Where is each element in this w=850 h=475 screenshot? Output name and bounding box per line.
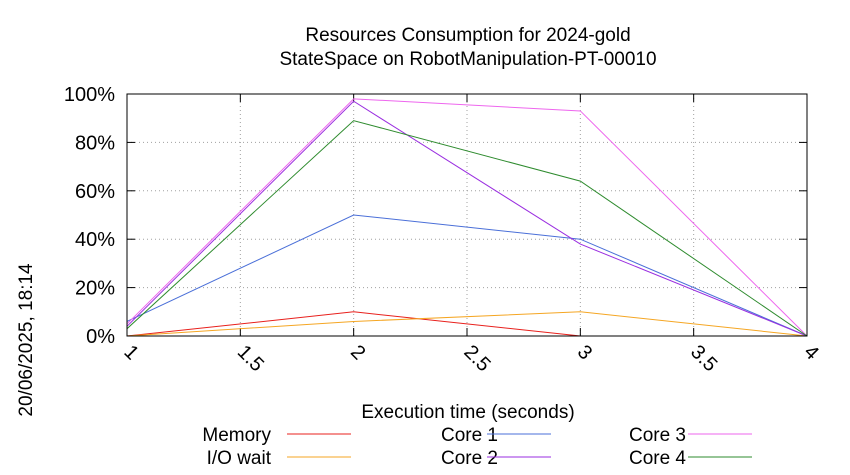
x-tick-label: 1	[119, 341, 142, 364]
series-lines	[126, 98, 808, 337]
x-tick-label: 2.5	[459, 341, 494, 376]
x-axis-label: Execution time (seconds)	[361, 402, 574, 423]
legend-label-core-2: Core 2	[441, 448, 498, 469]
legend-label-core-3: Core 3	[629, 425, 686, 446]
series-line-core-1	[126, 214, 808, 337]
chart-title: Resources Consumption for 2024-gold	[305, 25, 630, 46]
x-tick-label: 3.5	[686, 341, 721, 376]
series-line-i-o-wait	[126, 311, 808, 337]
legend-label-core-1: Core 1	[441, 425, 498, 446]
series-line-core-2	[126, 100, 808, 337]
chart-subtitle: StateSpace on RobotManipulation-PT-00010	[279, 49, 656, 70]
x-axis-ticks: 1 1.5 2 2.5 3 3.5 4	[119, 94, 823, 376]
y-tick-label: 80%	[75, 132, 115, 154]
y-tick-label: 100%	[64, 84, 115, 106]
plot-frame	[126, 93, 808, 337]
x-tick-label: 1.5	[233, 341, 268, 376]
y-tick-label: 40%	[75, 229, 115, 251]
x-tick-label: 2	[346, 341, 369, 364]
y-axis-ticks: 0% 20% 40% 60% 80% 100%	[64, 84, 807, 348]
series-line-core-4	[126, 120, 808, 337]
y-tick-label: 0%	[86, 326, 115, 348]
legend-label-memory: Memory	[202, 425, 271, 446]
x-tick-label: 4	[799, 341, 822, 364]
timestamp: 20/06/2025, 18:14	[16, 263, 37, 417]
legend-label-core-4: Core 4	[629, 448, 686, 469]
series-line-core-3	[126, 98, 808, 337]
grid-lines	[127, 94, 807, 336]
legend-label-i-o-wait: I/O wait	[207, 448, 272, 469]
x-tick-label: 3	[573, 341, 596, 364]
y-tick-label: 60%	[75, 181, 115, 203]
y-tick-label: 20%	[75, 278, 115, 300]
